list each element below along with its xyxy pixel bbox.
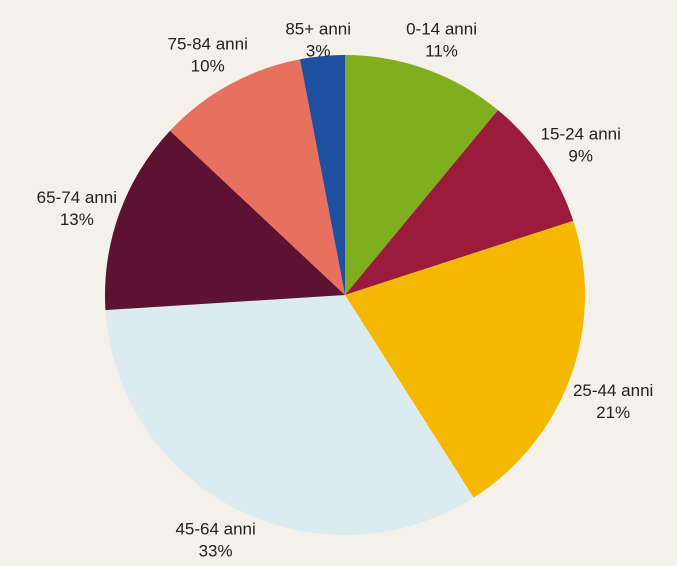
pie-slice bbox=[105, 295, 474, 535]
pie-slice bbox=[345, 220, 585, 498]
slice-value-label: 10% bbox=[191, 57, 225, 76]
pie-slice bbox=[170, 59, 345, 295]
pie-slice bbox=[300, 55, 345, 295]
slice-value-label: 13% bbox=[60, 210, 94, 229]
slice-label: 75-84 anni bbox=[168, 35, 248, 54]
slice-label: 0-14 anni bbox=[406, 19, 477, 38]
slice-value-label: 3% bbox=[306, 41, 331, 60]
slice-value-label: 9% bbox=[568, 146, 593, 165]
pie-slice bbox=[345, 110, 574, 296]
slice-label: 65-74 anni bbox=[37, 188, 117, 207]
pie-slice bbox=[345, 55, 498, 295]
pie-slice bbox=[105, 130, 346, 311]
slice-label: 25-44 anni bbox=[573, 381, 653, 400]
slice-label: 45-64 anni bbox=[175, 519, 255, 538]
slice-value-label: 11% bbox=[425, 41, 458, 60]
slice-value-label: 33% bbox=[199, 541, 233, 560]
slice-label: 85+ anni bbox=[285, 19, 351, 38]
slice-value-label: 21% bbox=[596, 403, 630, 422]
slice-label: 15-24 anni bbox=[541, 124, 621, 143]
